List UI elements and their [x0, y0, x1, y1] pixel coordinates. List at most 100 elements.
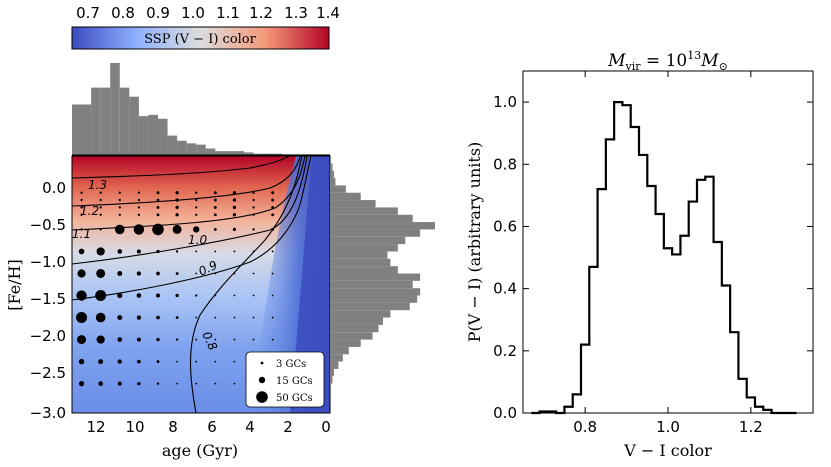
gc-dot [214, 338, 217, 341]
gc-dot [176, 360, 179, 363]
contour-line-0.8 [190, 156, 303, 413]
gc-dot [233, 272, 236, 275]
contour-label: 1.1 [72, 227, 91, 241]
feh-hist-bar [331, 280, 413, 289]
y-tick-label: 0.8 [493, 155, 517, 173]
gc-dot [117, 249, 123, 254]
gc-dot [117, 315, 123, 321]
gc-dot [252, 250, 255, 253]
gc-dot [80, 206, 83, 209]
gc-dot [114, 224, 125, 235]
gc-dot [77, 269, 86, 278]
gc-dot [156, 198, 160, 202]
y-tick-label: −3.0 [30, 404, 66, 422]
feh-hist-bar [331, 251, 388, 259]
gc-dot [117, 337, 123, 342]
y-tick-label: −2.5 [30, 364, 66, 382]
x-tick-label: 6 [207, 418, 217, 436]
age-hist-bar [177, 140, 187, 155]
gc-dot [213, 228, 217, 231]
contour-line-0.9 [72, 156, 312, 301]
legend-marker-3 [260, 361, 264, 365]
contour-line-1.2 [72, 156, 301, 207]
legend-marker-50 [256, 391, 268, 403]
heatmap-ylabel: [Fe/H] [5, 259, 24, 311]
age-hist-bar [224, 151, 235, 155]
age-hist-bar [186, 143, 197, 155]
x-tick-label: 4 [245, 418, 255, 436]
right-y-tick-labels: 0.0 0.2 0.4 0.6 0.8 1.0 [493, 93, 517, 422]
y-tick-label: −2.0 [30, 327, 66, 345]
gc-dot [118, 198, 121, 202]
gc-dot [117, 381, 122, 386]
colorbar-tick-label: 1.0 [181, 4, 205, 22]
gc-dot [99, 191, 102, 194]
gc-dot [136, 293, 142, 298]
colorbar: 0.7 0.8 0.9 1.0 1.1 1.2 1.3 1.4 SSP (V −… [71, 4, 340, 50]
gc-dot [232, 191, 237, 195]
age-hist-bar [129, 96, 139, 155]
gc-dot [137, 191, 141, 194]
gc-dot [195, 294, 198, 297]
contour-label: 1.0 [188, 233, 207, 247]
gc-dot [271, 338, 274, 341]
gc-dot [118, 191, 121, 194]
gc-dot [214, 250, 217, 253]
gc-dot [271, 205, 275, 209]
color-distribution-panel: Mvir = 1013M⊙ 0.8 1.0 1.2 0.0 0.2 0.4 0.… [465, 49, 814, 460]
gc-dot [96, 268, 106, 278]
gc-dot [271, 250, 274, 253]
gc-dot [175, 191, 179, 195]
gc-dot [137, 206, 141, 209]
gc-dot [156, 213, 160, 217]
gc-dot [118, 213, 121, 216]
legend-marker-15 [258, 376, 266, 384]
x-tick-label: 10 [125, 418, 144, 436]
age-hist-bar [100, 87, 111, 155]
gc-dot [271, 228, 275, 231]
gc-dot [252, 228, 255, 231]
gc-dot [252, 316, 255, 319]
gc-dot [271, 272, 274, 275]
gc-dot [271, 213, 275, 217]
feh-hist-bar [331, 339, 361, 347]
x-tick-label: 2 [283, 418, 293, 436]
right-ylabel: P(V − I) (arbitrary units) [465, 142, 484, 343]
gc-dot [77, 335, 87, 345]
gc-dot [271, 294, 274, 297]
age-histogram [72, 63, 330, 156]
gc-dot [214, 360, 217, 363]
gc-dot [175, 316, 179, 319]
x-tick-label: 0.8 [573, 418, 597, 436]
gc-dot [252, 338, 255, 341]
contour-line-1.0 [72, 156, 308, 265]
gc-dot [99, 206, 102, 209]
gc-dot [175, 338, 179, 341]
feh-hist-bar [331, 192, 361, 201]
age-hist-bar [263, 153, 273, 155]
gc-dot [213, 191, 217, 195]
y-tick-label: 0.4 [493, 280, 517, 298]
feh-hist-bar [331, 324, 379, 333]
age-hist-bar [158, 118, 168, 155]
feh-hist-bar [331, 361, 339, 369]
colorbar-tick-label: 1.4 [316, 4, 340, 22]
color-histogram-line [531, 100, 797, 415]
age-hist-bar [253, 153, 264, 155]
colorbar-tick-label: 1.2 [249, 4, 273, 22]
gc-dot [233, 316, 236, 319]
title-mass-symbol: M [607, 51, 626, 71]
right-x-tick-labels: 0.8 1.0 1.2 [573, 418, 763, 436]
feh-hist-bar [331, 229, 421, 237]
feh-hist-bar [331, 244, 398, 252]
gc-dot [99, 198, 102, 202]
gc-dot [156, 382, 160, 385]
gc-dot [252, 206, 255, 209]
colorbar-label: SSP (V − I) color [144, 32, 257, 47]
heatmap-frame [71, 155, 331, 414]
x-tick-label: 8 [168, 418, 178, 436]
title-equals: = [641, 51, 666, 71]
gc-dot [232, 227, 237, 232]
gc-dot [78, 248, 85, 255]
feh-hist-bar [331, 214, 413, 223]
